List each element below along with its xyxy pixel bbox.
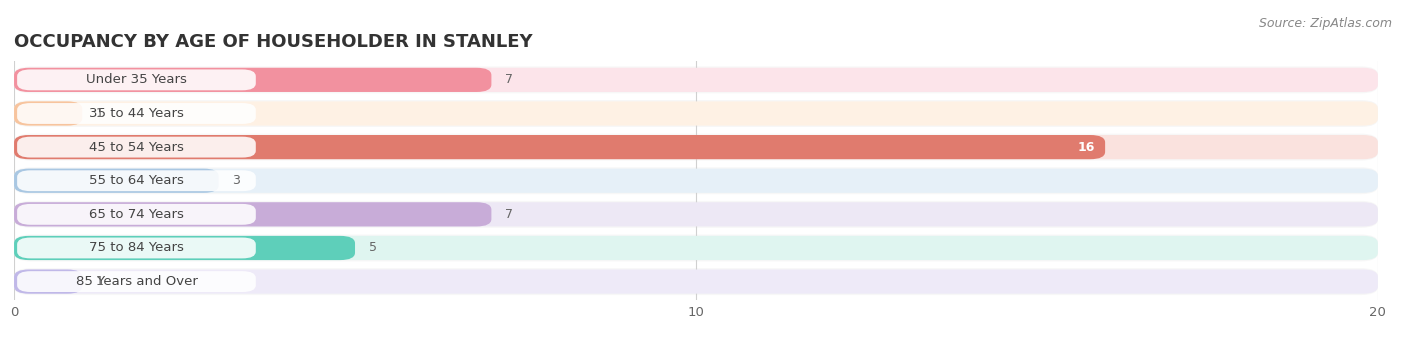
- FancyBboxPatch shape: [14, 268, 1378, 295]
- FancyBboxPatch shape: [17, 204, 256, 225]
- Text: 1: 1: [96, 275, 104, 288]
- Text: OCCUPANCY BY AGE OF HOUSEHOLDER IN STANLEY: OCCUPANCY BY AGE OF HOUSEHOLDER IN STANL…: [14, 33, 533, 51]
- Text: 65 to 74 Years: 65 to 74 Years: [89, 208, 184, 221]
- Text: 3: 3: [232, 174, 240, 187]
- FancyBboxPatch shape: [14, 167, 1378, 194]
- FancyBboxPatch shape: [14, 169, 1378, 193]
- FancyBboxPatch shape: [14, 135, 1378, 159]
- FancyBboxPatch shape: [14, 68, 1378, 92]
- Text: 85 Years and Over: 85 Years and Over: [76, 275, 197, 288]
- Text: 55 to 64 Years: 55 to 64 Years: [89, 174, 184, 187]
- FancyBboxPatch shape: [17, 103, 256, 124]
- Text: 45 to 54 Years: 45 to 54 Years: [89, 140, 184, 153]
- Text: 1: 1: [96, 107, 104, 120]
- FancyBboxPatch shape: [14, 236, 356, 260]
- Text: 35 to 44 Years: 35 to 44 Years: [89, 107, 184, 120]
- FancyBboxPatch shape: [14, 66, 1378, 93]
- FancyBboxPatch shape: [14, 269, 82, 294]
- FancyBboxPatch shape: [14, 101, 1378, 125]
- Text: Under 35 Years: Under 35 Years: [86, 73, 187, 86]
- FancyBboxPatch shape: [14, 135, 1105, 159]
- Text: 7: 7: [505, 73, 513, 86]
- FancyBboxPatch shape: [14, 201, 1378, 228]
- Text: 7: 7: [505, 208, 513, 221]
- FancyBboxPatch shape: [14, 100, 1378, 127]
- FancyBboxPatch shape: [17, 137, 256, 158]
- FancyBboxPatch shape: [14, 169, 219, 193]
- FancyBboxPatch shape: [17, 271, 256, 292]
- Text: Source: ZipAtlas.com: Source: ZipAtlas.com: [1258, 17, 1392, 30]
- FancyBboxPatch shape: [14, 101, 82, 125]
- FancyBboxPatch shape: [14, 269, 1378, 294]
- FancyBboxPatch shape: [14, 236, 1378, 260]
- FancyBboxPatch shape: [17, 170, 256, 191]
- FancyBboxPatch shape: [14, 134, 1378, 161]
- FancyBboxPatch shape: [14, 202, 492, 226]
- Text: 5: 5: [368, 241, 377, 254]
- FancyBboxPatch shape: [14, 202, 1378, 226]
- Text: 16: 16: [1077, 140, 1095, 153]
- FancyBboxPatch shape: [17, 70, 256, 90]
- FancyBboxPatch shape: [17, 238, 256, 258]
- FancyBboxPatch shape: [14, 235, 1378, 262]
- FancyBboxPatch shape: [14, 68, 492, 92]
- Text: 75 to 84 Years: 75 to 84 Years: [89, 241, 184, 254]
